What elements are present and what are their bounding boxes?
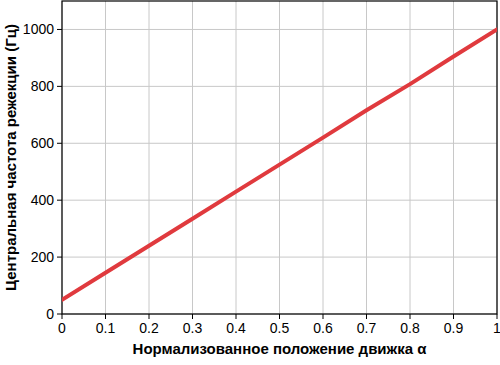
grid-line-y xyxy=(62,200,497,201)
y-tick xyxy=(57,200,62,201)
plot-frame xyxy=(62,1,497,314)
y-tick-label: 600 xyxy=(31,135,55,151)
grid-line-y xyxy=(62,29,497,30)
y-tick-label: 800 xyxy=(31,78,55,94)
y-tick-label: 200 xyxy=(31,249,55,265)
y-tick-label: 1000 xyxy=(23,21,54,37)
y-tick-label: 400 xyxy=(31,192,55,208)
x-tick-label: 1 xyxy=(493,320,500,336)
y-tick-label: 0 xyxy=(46,306,54,322)
chart: 0 0.1 0.2 0.3 0.4 0.5 0.6 0.7 0.8 0.9 1 0 200 400 600 8… xyxy=(0,0,500,365)
x-tick-label: 0.7 xyxy=(357,320,377,336)
plot-marks xyxy=(62,29,497,299)
y-tick xyxy=(57,86,62,87)
x-tick xyxy=(236,314,237,319)
x-tick xyxy=(323,314,324,319)
y-tick xyxy=(57,257,62,258)
x-tick xyxy=(410,314,411,319)
y-tick xyxy=(57,29,62,30)
x-tick-label: 0.5 xyxy=(270,320,290,336)
y-tick xyxy=(57,143,62,144)
grid-line-x xyxy=(366,1,367,314)
grid-line-x xyxy=(279,1,280,314)
x-tick-label: 0.4 xyxy=(226,320,246,336)
x-tick xyxy=(105,314,106,319)
y-tick xyxy=(57,314,62,315)
x-tick xyxy=(279,314,280,319)
x-tick-label: 0.1 xyxy=(96,320,116,336)
x-tick xyxy=(453,314,454,319)
x-tick-label: 0.9 xyxy=(444,320,464,336)
x-tick xyxy=(366,314,367,319)
x-tick-label: 0.2 xyxy=(139,320,159,336)
x-tick xyxy=(497,314,498,319)
grid-line-x xyxy=(149,1,150,314)
grid-line-x xyxy=(453,1,454,314)
grid-line-y xyxy=(62,143,497,144)
data-line xyxy=(62,29,497,299)
x-tick-label: 0.6 xyxy=(313,320,333,336)
grid-line-x xyxy=(192,1,193,314)
x-tick xyxy=(149,314,150,319)
grid-line-x xyxy=(410,1,411,314)
x-axis-label: Нормализованное положение движка α xyxy=(133,340,428,357)
grid-line-x xyxy=(105,1,106,314)
grid-line-x xyxy=(323,1,324,314)
x-tick-label: 0.8 xyxy=(400,320,420,336)
grid-line-y xyxy=(62,86,497,87)
x-tick xyxy=(62,314,63,319)
x-tick-label: 0 xyxy=(58,320,66,336)
x-tick xyxy=(192,314,193,319)
x-tick-label: 0.3 xyxy=(183,320,203,336)
grid-line-x xyxy=(236,1,237,314)
y-axis-label: Центральная частота режекции (Гц) xyxy=(2,24,19,291)
